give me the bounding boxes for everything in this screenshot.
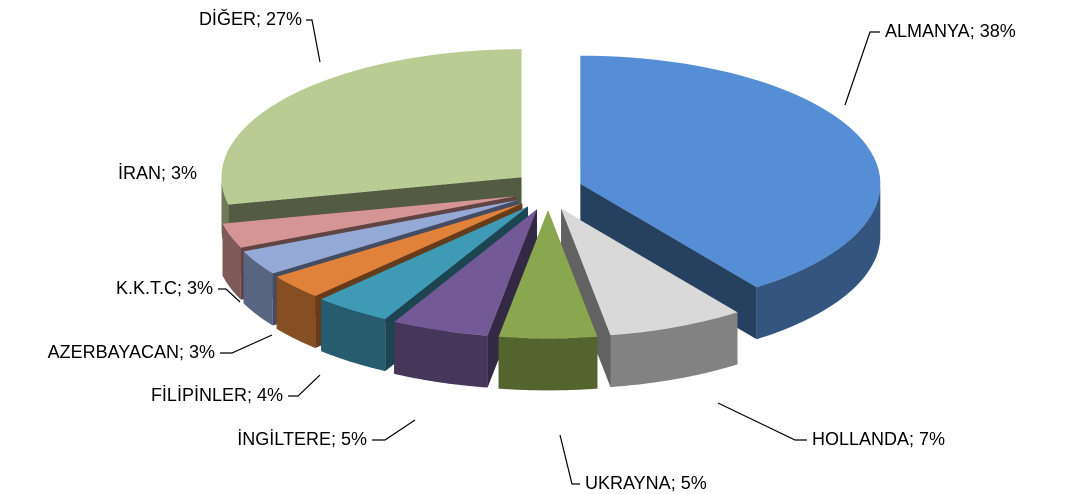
label-separator: ;	[331, 429, 341, 449]
leader-line	[559, 434, 580, 485]
label-separator: ;	[177, 278, 187, 298]
label-name: ALMANYA	[885, 21, 970, 41]
label-name: UKRAYNA	[585, 473, 671, 493]
label-separator: ;	[970, 21, 980, 41]
slice-top	[561, 208, 738, 336]
label-name: İNGİLTERE	[237, 429, 331, 449]
data-label: AZERBAYACAN; 3%	[48, 342, 215, 362]
label-separator: ;	[179, 342, 189, 362]
pie-slice	[498, 210, 598, 391]
slice-top	[243, 200, 519, 274]
slice-wall	[498, 336, 598, 391]
slice-top	[222, 196, 516, 248]
label-name: FİLİPİNLER	[151, 385, 247, 405]
label-value: 3%	[189, 342, 215, 362]
leader-line	[218, 288, 241, 303]
slice-side	[561, 208, 611, 388]
slice-wall	[394, 321, 488, 388]
data-label: HOLLANDA; 7%	[812, 429, 945, 449]
leader-line	[844, 31, 880, 106]
label-name: AZERBAYACAN	[48, 342, 179, 362]
leader-line	[288, 374, 321, 397]
label-separator: ;	[247, 385, 257, 405]
label-value: 4%	[257, 385, 283, 405]
leader-line	[717, 402, 807, 441]
label-name: HOLLANDA	[812, 429, 909, 449]
label-name: İRAN	[118, 163, 161, 183]
slice-top	[394, 209, 537, 336]
label-value: 7%	[919, 429, 945, 449]
data-label: FİLİPİNLER; 4%	[151, 385, 283, 405]
slice-top	[580, 55, 881, 288]
slice-wall	[222, 223, 241, 300]
label-separator: ;	[671, 473, 681, 493]
data-label: İNGİLTERE; 5%	[237, 429, 367, 449]
slice-wall	[321, 299, 386, 372]
leader-line	[372, 419, 416, 441]
label-separator: ;	[909, 429, 919, 449]
slice-wall	[243, 251, 273, 326]
data-label: UKRAYNA; 5%	[585, 473, 707, 493]
label-value: 3%	[171, 163, 197, 183]
label-value: 27%	[266, 9, 302, 29]
label-value: 5%	[341, 429, 367, 449]
pie-slice	[561, 208, 738, 388]
label-separator: ;	[256, 9, 266, 29]
slice-top	[221, 49, 522, 205]
label-value: 3%	[187, 278, 213, 298]
label-name: K.K.T.C	[116, 278, 177, 298]
leader-line	[306, 19, 321, 63]
slice-top	[321, 206, 529, 320]
slice-wall	[756, 183, 881, 340]
label-value: 38%	[980, 21, 1016, 41]
data-label: ALMANYA; 38%	[885, 21, 1016, 41]
slice-top	[498, 210, 598, 339]
label-value: 5%	[681, 473, 707, 493]
data-label: İRAN; 3%	[118, 163, 197, 183]
slice-wall	[276, 276, 316, 348]
leader-line	[220, 334, 273, 354]
data-label: K.K.T.C; 3%	[116, 278, 213, 298]
label-name: DİĞER	[199, 8, 256, 29]
slice-wall	[610, 312, 738, 388]
label-separator: ;	[161, 163, 171, 183]
data-label: DİĞER; 27%	[199, 8, 302, 29]
slice-top	[276, 203, 523, 296]
